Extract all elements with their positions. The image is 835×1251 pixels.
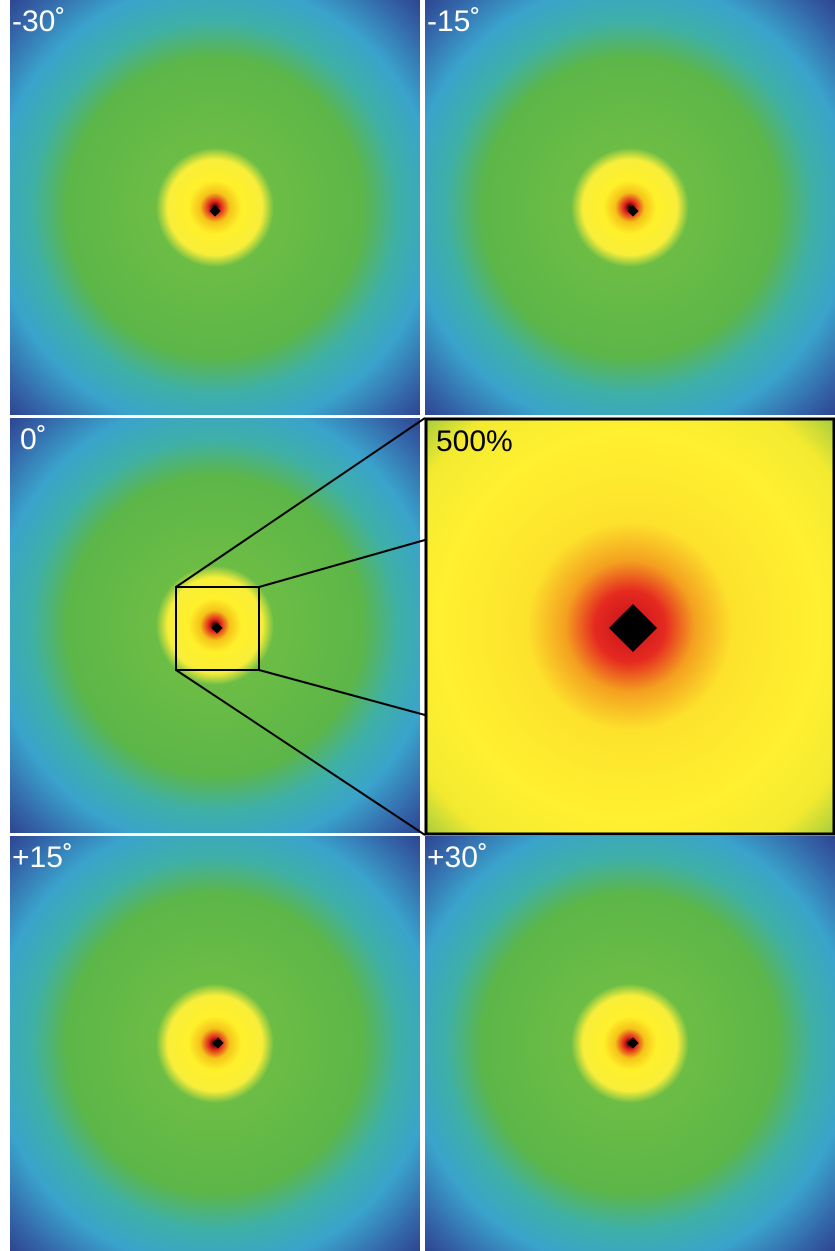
panel: -15˚ [425, 0, 835, 415]
panel-label: -30˚ [12, 5, 65, 38]
panel-label: -15˚ [427, 5, 480, 38]
panel: +15˚ [10, 836, 420, 1251]
panel-label: +30˚ [427, 841, 488, 874]
pattern [425, 0, 835, 415]
panel: -30˚ [10, 0, 420, 415]
figure: -30˚ -15˚ 0˚ 500% +15˚ +30˚ [0, 0, 835, 1251]
inset-label: 500% [436, 425, 513, 458]
panel-label: 0˚ [20, 423, 47, 456]
panel-label: +15˚ [12, 841, 73, 874]
page: -30˚ -15˚ 0˚ 500% +15˚ +30˚ (() => { con… [0, 0, 835, 1251]
panel: 0˚ [10, 418, 425, 835]
panel: +30˚ [425, 836, 835, 1251]
inset: 500% [426, 419, 834, 834]
